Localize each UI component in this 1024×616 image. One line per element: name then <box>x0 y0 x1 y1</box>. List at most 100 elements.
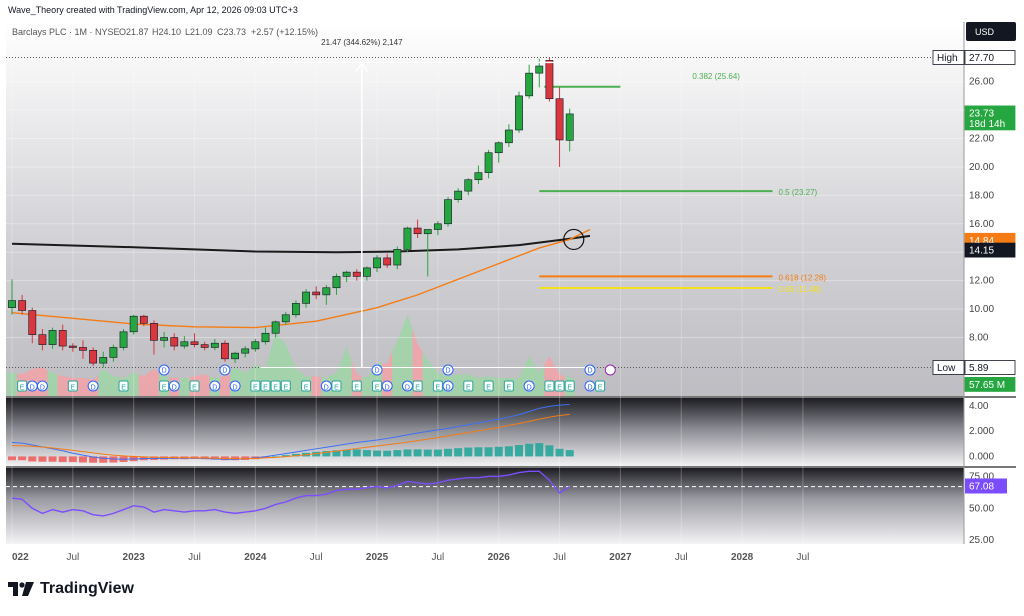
earnings-marker[interactable]: E <box>270 380 281 392</box>
dividend-marker[interactable]: D <box>320 380 332 392</box>
volume-bar <box>108 372 119 396</box>
earnings-marker[interactable]: E <box>564 380 575 392</box>
volume-bar <box>341 347 352 396</box>
volume-bar <box>392 327 403 396</box>
dividend-marker-badge <box>36 380 48 392</box>
candle-body <box>302 291 310 304</box>
time-tick-label: Jul <box>431 552 444 563</box>
macd-histogram-bar <box>28 456 37 462</box>
crossover-circle <box>563 228 585 251</box>
earnings-marker-badge <box>250 380 261 392</box>
earnings-marker[interactable]: E <box>595 380 606 392</box>
earnings-marker[interactable]: E <box>554 380 565 392</box>
dividend-marker[interactable]: D <box>209 380 221 392</box>
currency-button[interactable]: USD <box>966 22 1016 41</box>
earnings-marker-badge <box>118 380 129 392</box>
dividend-marker-badge <box>371 364 383 376</box>
volume-bar <box>422 351 433 396</box>
candle-body <box>18 300 27 311</box>
price-label-tag <box>932 50 965 65</box>
earnings-marker[interactable]: E <box>463 380 474 392</box>
dividend-marker[interactable]: D <box>523 380 535 392</box>
earnings-marker[interactable]: E <box>544 380 555 392</box>
dividend-marker-badge <box>87 380 99 392</box>
candle-body <box>393 249 402 266</box>
dividend-marker-badge <box>168 380 180 392</box>
time-tick-label: 2025 <box>366 552 389 563</box>
dividend-marker[interactable]: D <box>87 380 99 392</box>
price-label-box <box>964 50 1016 65</box>
candle-body <box>494 142 503 154</box>
macd-histogram-bar <box>342 449 351 457</box>
price-label-box <box>964 105 1016 131</box>
earnings-marker[interactable]: E <box>118 380 129 392</box>
macd-histogram-bar <box>454 448 463 457</box>
candle-body <box>28 310 37 335</box>
earnings-marker[interactable]: E <box>280 380 291 392</box>
price-label-box <box>964 360 1016 375</box>
tradingview-logo[interactable]: TradingView <box>8 580 134 598</box>
earnings-marker[interactable]: E <box>483 380 494 392</box>
event-marker-letter: E <box>547 385 552 392</box>
dividend-marker-badge <box>320 380 332 392</box>
earnings-marker-badge <box>351 380 362 392</box>
fib-label: 0.5 (23.27) <box>779 188 818 197</box>
earnings-marker[interactable]: E <box>432 380 443 392</box>
macd-histogram-bar <box>89 456 98 463</box>
earnings-marker[interactable]: E <box>351 380 362 392</box>
rsi-line <box>11 470 571 517</box>
earnings-marker-badge <box>564 380 575 392</box>
dividend-marker[interactable]: D <box>168 380 180 392</box>
dividend-marker[interactable]: D <box>381 380 393 392</box>
earnings-marker[interactable]: E <box>260 380 271 392</box>
rsi-pane-bg <box>6 468 964 544</box>
price-tick-label: 18.00 <box>969 190 994 201</box>
macd-histogram-bar <box>78 456 87 463</box>
earnings-marker[interactable]: E <box>17 380 28 392</box>
earnings-marker[interactable]: E <box>301 380 312 392</box>
dividend-marker[interactable]: D <box>26 380 38 392</box>
dividend-marker[interactable]: D <box>229 380 241 392</box>
price-label-value: 14.15 <box>969 246 994 257</box>
volume-bar <box>493 377 504 396</box>
event-marker-letter: D <box>233 385 238 392</box>
dividend-marker-letter: D <box>162 368 167 375</box>
measure-arrow <box>355 62 369 72</box>
time-tick-label: 022 <box>12 552 29 563</box>
volume-bar <box>98 369 109 396</box>
event-marker-letter: D <box>587 385 592 392</box>
fib-label: 0.65 (11.48) <box>779 285 822 294</box>
author-line: Wave_Theory created with TradingView.com… <box>8 5 298 15</box>
dividend-marker-badge <box>381 380 393 392</box>
earnings-marker[interactable]: E <box>189 380 200 392</box>
earnings-marker[interactable]: E <box>159 380 170 392</box>
volume-bar <box>402 315 413 396</box>
macd-histogram-bar <box>504 446 513 457</box>
earnings-marker-badge <box>544 380 555 392</box>
earnings-marker[interactable]: E <box>250 380 261 392</box>
price-label-name: High <box>937 53 958 64</box>
dividend-marker[interactable]: D <box>401 380 413 392</box>
price-label-value: 14.84 <box>969 236 994 247</box>
dividend-marker[interactable]: D <box>36 380 48 392</box>
volume-bar <box>148 369 160 396</box>
earnings-marker[interactable]: E <box>331 380 342 392</box>
volume-bar <box>473 376 484 396</box>
dividend-marker[interactable]: D <box>584 380 596 392</box>
volume-bar <box>240 369 251 396</box>
earnings-marker[interactable]: E <box>503 380 514 392</box>
macd-histogram-bar <box>281 455 290 457</box>
volume-bar <box>6 372 18 396</box>
earnings-marker[interactable]: E <box>372 380 383 392</box>
volume-bar <box>199 374 210 396</box>
price-label-tag <box>932 360 965 375</box>
dividend-marker[interactable]: D <box>442 380 454 392</box>
time-tick-label: 2024 <box>244 552 267 563</box>
fib-label: 0.618 (12.28) <box>779 273 827 282</box>
earnings-marker[interactable]: E <box>67 380 78 392</box>
earnings-marker[interactable]: E <box>412 380 423 392</box>
price-tick-label: 8.00 <box>969 333 989 344</box>
candle-body <box>403 227 412 250</box>
candle-body <box>383 257 392 266</box>
